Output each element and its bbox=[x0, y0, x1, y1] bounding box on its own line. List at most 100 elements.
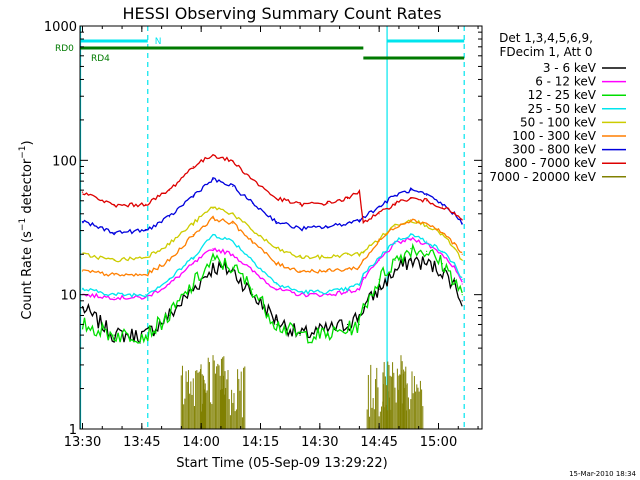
series-point bbox=[232, 266, 234, 268]
legend-label-800-7000-kev: 800 - 7000 keV bbox=[505, 156, 597, 170]
series-point bbox=[394, 224, 396, 226]
legend-label-3-6-kev: 3 - 6 keV bbox=[543, 61, 597, 75]
series-point bbox=[192, 233, 194, 236]
series-300-800-kev bbox=[81, 177, 463, 236]
legend-header-line2: FDecim 1, Att 0 bbox=[499, 45, 592, 59]
legend-label-100-300-kev: 100 - 300 keV bbox=[512, 129, 596, 143]
series-point bbox=[426, 200, 428, 202]
series-point bbox=[441, 206, 444, 208]
series-100-300-kev bbox=[81, 215, 463, 277]
legend-label-7000-20000-kev: 7000 - 20000 keV bbox=[489, 170, 596, 184]
series-point bbox=[113, 297, 115, 299]
series-point bbox=[441, 263, 444, 265]
series-point bbox=[426, 263, 428, 265]
series-point bbox=[453, 266, 455, 268]
series-point bbox=[410, 248, 412, 250]
series-point bbox=[168, 278, 171, 280]
legend-label-6-12-kev: 6 - 12 keV bbox=[535, 75, 597, 89]
series-point bbox=[394, 194, 396, 196]
series-point bbox=[299, 270, 301, 272]
series-point bbox=[441, 250, 444, 252]
series-point bbox=[145, 297, 147, 299]
series-point bbox=[453, 213, 455, 215]
series-point bbox=[275, 288, 277, 290]
series-point bbox=[275, 283, 277, 285]
x-tick-label-13-30: 13:30 bbox=[64, 435, 101, 450]
series-point bbox=[275, 323, 277, 326]
series-point bbox=[327, 226, 329, 228]
series-point bbox=[275, 197, 277, 200]
series-point bbox=[394, 226, 396, 228]
series-point bbox=[410, 259, 412, 261]
series-point bbox=[275, 248, 277, 250]
series-point bbox=[346, 288, 349, 290]
series-point bbox=[346, 222, 349, 224]
series-point bbox=[212, 233, 214, 236]
series-line-25-50-kev bbox=[81, 233, 463, 298]
series-point bbox=[212, 154, 214, 156]
x-tick-label-14-15: 14:15 bbox=[242, 435, 279, 450]
series-point bbox=[299, 256, 301, 258]
series-point bbox=[461, 294, 463, 296]
series-point bbox=[81, 220, 84, 223]
series-7000-20000-kev bbox=[180, 355, 424, 429]
series-point bbox=[394, 270, 396, 272]
series-point bbox=[192, 222, 194, 224]
series-point bbox=[327, 294, 329, 296]
series-point bbox=[327, 334, 329, 336]
series-point bbox=[168, 314, 171, 317]
series-point bbox=[299, 291, 301, 293]
series-point bbox=[192, 283, 194, 285]
flag-label-rd4: RD4 bbox=[91, 54, 110, 64]
x-tick-label-14-00: 14:00 bbox=[182, 435, 219, 450]
series-point bbox=[251, 178, 254, 181]
series-point bbox=[453, 242, 455, 245]
legend-label-12-25-kev: 12 - 25 keV bbox=[528, 88, 597, 102]
series-point bbox=[113, 205, 115, 207]
series-line-12-25-kev bbox=[81, 242, 463, 344]
series-point bbox=[232, 160, 234, 163]
series-point bbox=[362, 274, 364, 276]
series-point bbox=[346, 328, 349, 331]
series-800-7000-kev bbox=[81, 154, 463, 225]
series-point bbox=[81, 288, 84, 290]
series-point bbox=[378, 259, 380, 261]
series-point bbox=[346, 253, 349, 255]
series-point bbox=[145, 274, 147, 276]
series-point bbox=[441, 203, 444, 205]
series-point bbox=[358, 283, 360, 285]
y-tick-label-10: 10 bbox=[60, 289, 77, 304]
series-point bbox=[113, 259, 115, 261]
y-axis-label-exp2: −1 bbox=[18, 145, 28, 158]
series-point bbox=[113, 334, 115, 336]
series-point bbox=[232, 185, 234, 187]
series-point bbox=[251, 202, 254, 204]
series-point bbox=[168, 216, 171, 218]
series-point bbox=[327, 270, 329, 272]
series-point bbox=[232, 240, 234, 242]
series-line-3-6-kev bbox=[81, 256, 463, 345]
series-point bbox=[212, 259, 214, 261]
series-point bbox=[113, 231, 115, 234]
series-point bbox=[453, 278, 455, 280]
legend-header-line1: Det 1,3,4,5,6,9, bbox=[499, 31, 593, 45]
series-point bbox=[346, 197, 349, 200]
series-point bbox=[251, 259, 254, 261]
series-point bbox=[192, 263, 194, 265]
series-point bbox=[410, 219, 412, 221]
series-point bbox=[362, 220, 364, 223]
series-point bbox=[212, 266, 214, 268]
series-point bbox=[426, 194, 428, 196]
series-line-300-800-kev bbox=[81, 177, 463, 236]
series-point bbox=[453, 248, 455, 250]
series-point bbox=[410, 238, 412, 240]
series-point bbox=[113, 274, 115, 276]
series-point bbox=[441, 233, 444, 236]
series-point bbox=[362, 259, 364, 261]
series-point bbox=[168, 259, 171, 261]
series-point bbox=[410, 189, 412, 191]
series-point bbox=[362, 278, 364, 280]
